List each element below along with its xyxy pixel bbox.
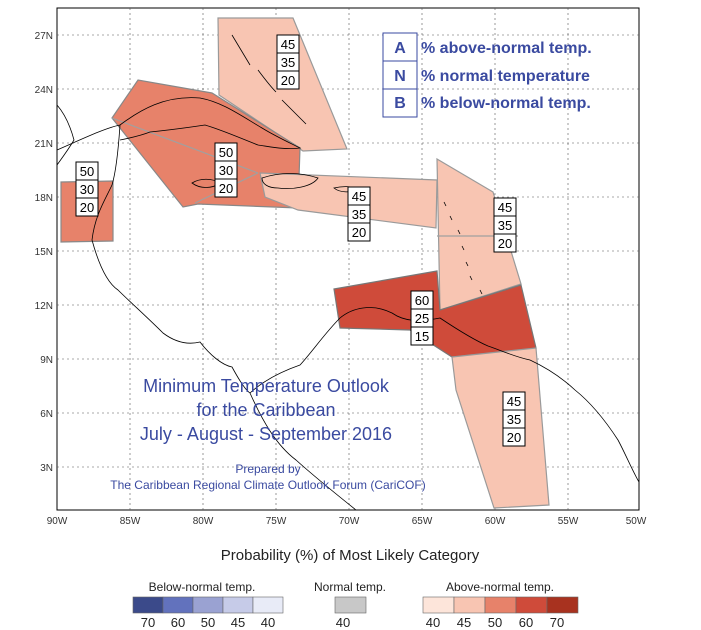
normal-value: 30 — [80, 182, 94, 197]
lat-tick: 15N — [35, 247, 53, 258]
lat-tick: 12N — [35, 301, 53, 312]
lat-tick: 27N — [35, 31, 53, 42]
category-legend: A % above-normal temp. N % normal temper… — [382, 32, 592, 118]
below-value: 20 — [219, 181, 233, 196]
lon-tick: 90W — [47, 516, 68, 527]
cb-tick: 70 — [550, 615, 564, 630]
above-value: 45 — [352, 189, 366, 204]
legend-key-normal: N — [394, 68, 406, 85]
swatch — [484, 596, 517, 614]
cb-tick: 60 — [519, 615, 533, 630]
credit-line-1: Prepared by — [235, 462, 300, 476]
colorbar-title: Probability (%) of Most Likely Category — [221, 547, 480, 564]
longitude-tick-labels: 90W 85W 80W 75W 70W 65W 60W 55W 50W — [47, 516, 647, 527]
colorbar-swatches-below — [132, 596, 284, 614]
swatch — [162, 596, 194, 614]
below-value: 15 — [415, 329, 429, 344]
lat-tick: 6N — [40, 409, 53, 420]
swatch — [252, 596, 284, 614]
latitude-tick-labels: 27N 24N 21N 18N 15N 12N 9N 6N 3N — [35, 31, 53, 474]
cb-tick: 45 — [231, 615, 245, 630]
probability-box-southern-caribbean: 60 25 15 — [410, 290, 434, 346]
probability-box-guianas: 45 35 20 — [502, 391, 526, 447]
legend-desc-below: % below-normal temp. — [421, 95, 591, 112]
legend-desc-above: % above-normal temp. — [421, 40, 592, 57]
colorbar: Probability (%) of Most Likely Category … — [132, 547, 579, 630]
above-value: 45 — [498, 200, 512, 215]
below-value: 20 — [507, 430, 521, 445]
lat-tick: 21N — [35, 139, 53, 150]
probability-box-hispaniola-puerto-rico: 45 35 20 — [347, 186, 371, 242]
legend-desc-normal: % normal temperature — [421, 68, 590, 85]
swatch — [422, 596, 455, 614]
probability-box-belize: 50 30 20 — [75, 161, 99, 217]
swatch — [515, 596, 548, 614]
swatch — [453, 596, 486, 614]
above-value: 50 — [219, 145, 233, 160]
swatch — [222, 596, 254, 614]
credit: Prepared by The Caribbean Regional Clima… — [110, 462, 425, 492]
cb-tick: 70 — [141, 615, 155, 630]
normal-value: 35 — [498, 218, 512, 233]
above-value: 50 — [80, 164, 94, 179]
legend-key-above: A — [394, 40, 406, 57]
map-title: Minimum Temperature Outlook for the Cari… — [140, 376, 392, 444]
colorbar-ticks: 70 60 50 45 40 40 40 45 50 60 70 — [141, 615, 564, 630]
below-value: 20 — [352, 225, 366, 240]
lon-tick: 50W — [626, 516, 647, 527]
cb-tick: 45 — [457, 615, 471, 630]
lon-tick: 80W — [193, 516, 214, 527]
region-lesser-antilles — [436, 157, 522, 311]
cb-tick: 40 — [426, 615, 440, 630]
lat-tick: 18N — [35, 193, 53, 204]
lon-tick: 85W — [120, 516, 141, 527]
below-value: 20 — [80, 200, 94, 215]
colorbar-swatches-normal — [334, 596, 367, 614]
credit-line-2: The Caribbean Regional Climate Outlook F… — [110, 478, 425, 492]
lon-tick: 65W — [412, 516, 433, 527]
normal-value: 35 — [281, 55, 295, 70]
cb-tick: 60 — [171, 615, 185, 630]
legend-key-below: B — [394, 95, 406, 112]
lon-tick: 55W — [558, 516, 579, 527]
lat-tick: 3N — [40, 463, 53, 474]
colorbar-group-label-above: Above-normal temp. — [446, 580, 554, 594]
region-guianas — [451, 347, 550, 509]
cb-tick: 40 — [336, 615, 350, 630]
cb-tick: 50 — [488, 615, 502, 630]
lat-tick: 9N — [40, 355, 53, 366]
title-line-2: for the Caribbean — [196, 400, 335, 420]
swatch — [334, 596, 367, 614]
lon-tick: 70W — [339, 516, 360, 527]
normal-value: 25 — [415, 311, 429, 326]
probability-box-bahamas: 45 35 20 — [276, 34, 300, 90]
colorbar-group-label-normal: Normal temp. — [314, 580, 386, 594]
swatch — [132, 596, 164, 614]
lon-tick: 75W — [266, 516, 287, 527]
swatch — [192, 596, 224, 614]
above-value: 45 — [507, 394, 521, 409]
cb-tick: 40 — [261, 615, 275, 630]
cb-tick: 50 — [201, 615, 215, 630]
map-panel: 27N 24N 21N 18N 15N 12N 9N 6N 3N 90W 85W… — [35, 7, 647, 527]
coastlines — [56, 34, 640, 511]
probability-box-cuba-jamaica: 50 30 20 — [214, 142, 238, 198]
title-line-1: Minimum Temperature Outlook — [143, 376, 390, 396]
above-value: 60 — [415, 293, 429, 308]
normal-value: 35 — [352, 207, 366, 222]
below-value: 20 — [281, 73, 295, 88]
normal-value: 35 — [507, 412, 521, 427]
probability-box-lesser-antilles: 45 35 20 — [493, 197, 517, 253]
colorbar-group-label-below: Below-normal temp. — [149, 580, 256, 594]
normal-value: 30 — [219, 163, 233, 178]
below-value: 20 — [498, 236, 512, 251]
swatch — [546, 596, 579, 614]
lon-tick: 60W — [485, 516, 506, 527]
colorbar-swatches-above — [422, 596, 579, 614]
title-line-3: July - August - September 2016 — [140, 424, 392, 444]
above-value: 45 — [281, 37, 295, 52]
lat-tick: 24N — [35, 85, 53, 96]
